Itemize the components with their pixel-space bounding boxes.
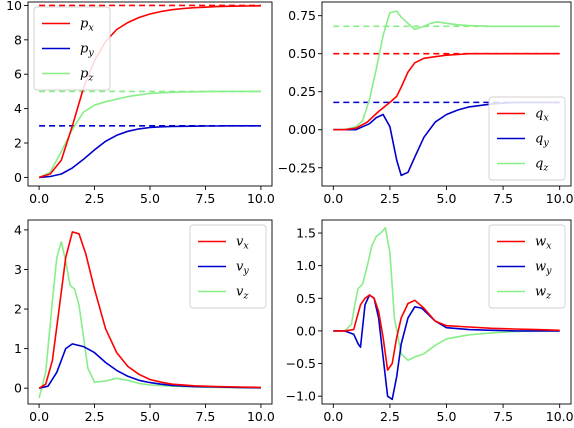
legend-label-v-x: vx — [236, 235, 249, 252]
plot-area — [333, 227, 560, 401]
x-tick-label: 7.5 — [493, 409, 513, 424]
x-tick-label: 10.0 — [546, 409, 574, 424]
series-line-v-y — [38, 343, 261, 389]
y-tick-label: 6 — [14, 67, 22, 82]
y-tick-label: 3 — [14, 262, 22, 277]
legend: qx qy qz — [488, 96, 566, 181]
series-line-p-x — [38, 5, 261, 179]
plot-area — [38, 4, 261, 179]
legend-label-p-z: pz — [80, 67, 94, 84]
y-tick-label: 2 — [14, 302, 22, 317]
y-tick-label: 0.00 — [288, 122, 316, 137]
legend-label-v-y: vy — [236, 260, 249, 277]
x-tick-label: 10.0 — [546, 191, 574, 206]
y-tick-label: 0 — [14, 170, 22, 185]
y-tick-label: 1.5 — [296, 226, 316, 241]
legend-label-v-z: vz — [236, 285, 249, 302]
x-tick-label: 5.0 — [437, 409, 457, 424]
y-tick-label: −0.25 — [278, 160, 316, 175]
legend-label-p-y: py — [80, 42, 94, 59]
y-tick-label: 2 — [14, 136, 22, 151]
y-tick-label: 0.0 — [296, 323, 316, 338]
x-tick-label: 5.0 — [140, 409, 160, 424]
y-tick-label: 1.0 — [296, 258, 316, 273]
subplot-4: 0.0 2.5 5.0 7.5 10.0 −1.0 −0.5 0.0 0.5 1.0 1.5 wx wy… — [286, 219, 574, 424]
series-line-v-x — [38, 231, 261, 389]
plot-area — [38, 231, 261, 399]
legend: vx vy vz — [189, 224, 267, 309]
x-tick-label: 5.0 — [437, 191, 457, 206]
y-tick-label: 0.75 — [288, 8, 316, 23]
series-line-q-x — [333, 52, 560, 131]
series-line-w-z — [333, 227, 560, 362]
legend: wx wy wz — [488, 224, 566, 309]
plot-area — [333, 10, 560, 177]
x-tick-label: 7.5 — [493, 191, 513, 206]
x-tick-label: 5.0 — [140, 191, 160, 206]
y-tick-label: 8 — [14, 32, 22, 47]
x-tick-label: 10.0 — [247, 409, 275, 424]
axes-frame — [321, 219, 572, 405]
subplot-3: 0.0 2.5 5.0 7.5 10.0 0 1 2 3 4 vx vy vz — [14, 219, 275, 424]
axes-frame — [27, 1, 273, 187]
axes-frame — [27, 219, 273, 405]
y-tick-label: 10 — [6, 0, 22, 13]
subplot-2: 0.0 2.5 5.0 7.5 10.0−0.250.000.250.500.75qxq… — [278, 1, 574, 206]
legend-label-p-x: px — [80, 17, 94, 34]
legend-box — [488, 96, 566, 181]
legend: px py pz — [33, 6, 111, 91]
legend-label-q-x: qx — [535, 107, 549, 124]
x-tick-label: 2.5 — [380, 191, 400, 206]
y-tick-label: 0.5 — [296, 291, 316, 306]
x-tick-label: 2.5 — [85, 409, 105, 424]
y-tick-label: 4 — [14, 222, 22, 237]
x-tick-label: 0.0 — [29, 191, 49, 206]
x-tick-label: 2.5 — [380, 409, 400, 424]
series-line-p-y — [39, 125, 261, 179]
subplot-1: 0.0 2.5 5.0 7.5 10.0 0 2 4 6 8 10 px py pz — [6, 0, 275, 206]
x-tick-label: 0.0 — [323, 191, 343, 206]
series-line-q-y — [333, 101, 560, 177]
legend-label-w-y: wy — [535, 260, 552, 277]
legend-box — [189, 224, 267, 309]
y-tick-label: −1.0 — [286, 389, 316, 404]
x-tick-label: 2.5 — [85, 191, 105, 206]
x-tick-label: 7.5 — [196, 409, 216, 424]
legend-box — [488, 224, 566, 309]
legend-label-q-z: qz — [535, 157, 549, 174]
series-line-p-z — [38, 90, 261, 179]
x-tick-label: 0.0 — [29, 409, 49, 424]
y-tick-label: 0.50 — [288, 46, 316, 61]
x-tick-label: 7.5 — [196, 191, 216, 206]
y-tick-label: −0.5 — [286, 356, 316, 371]
y-tick-label: 1 — [14, 341, 22, 356]
y-tick-label: 4 — [14, 101, 22, 116]
axes-frame — [321, 1, 572, 187]
legend-box — [33, 6, 111, 91]
series-line-w-y — [333, 294, 560, 401]
x-tick-label: 0.0 — [323, 409, 343, 424]
series-line-w-x — [333, 294, 560, 371]
legend-label-w-x: wx — [535, 235, 552, 252]
series-line-q-z — [333, 10, 560, 131]
y-tick-label: 0.25 — [288, 84, 316, 99]
legend-label-q-y: qy — [535, 132, 549, 149]
legend-label-w-z: wz — [535, 285, 552, 302]
x-tick-label: 10.0 — [247, 191, 275, 206]
y-tick-label: 0 — [14, 381, 22, 396]
